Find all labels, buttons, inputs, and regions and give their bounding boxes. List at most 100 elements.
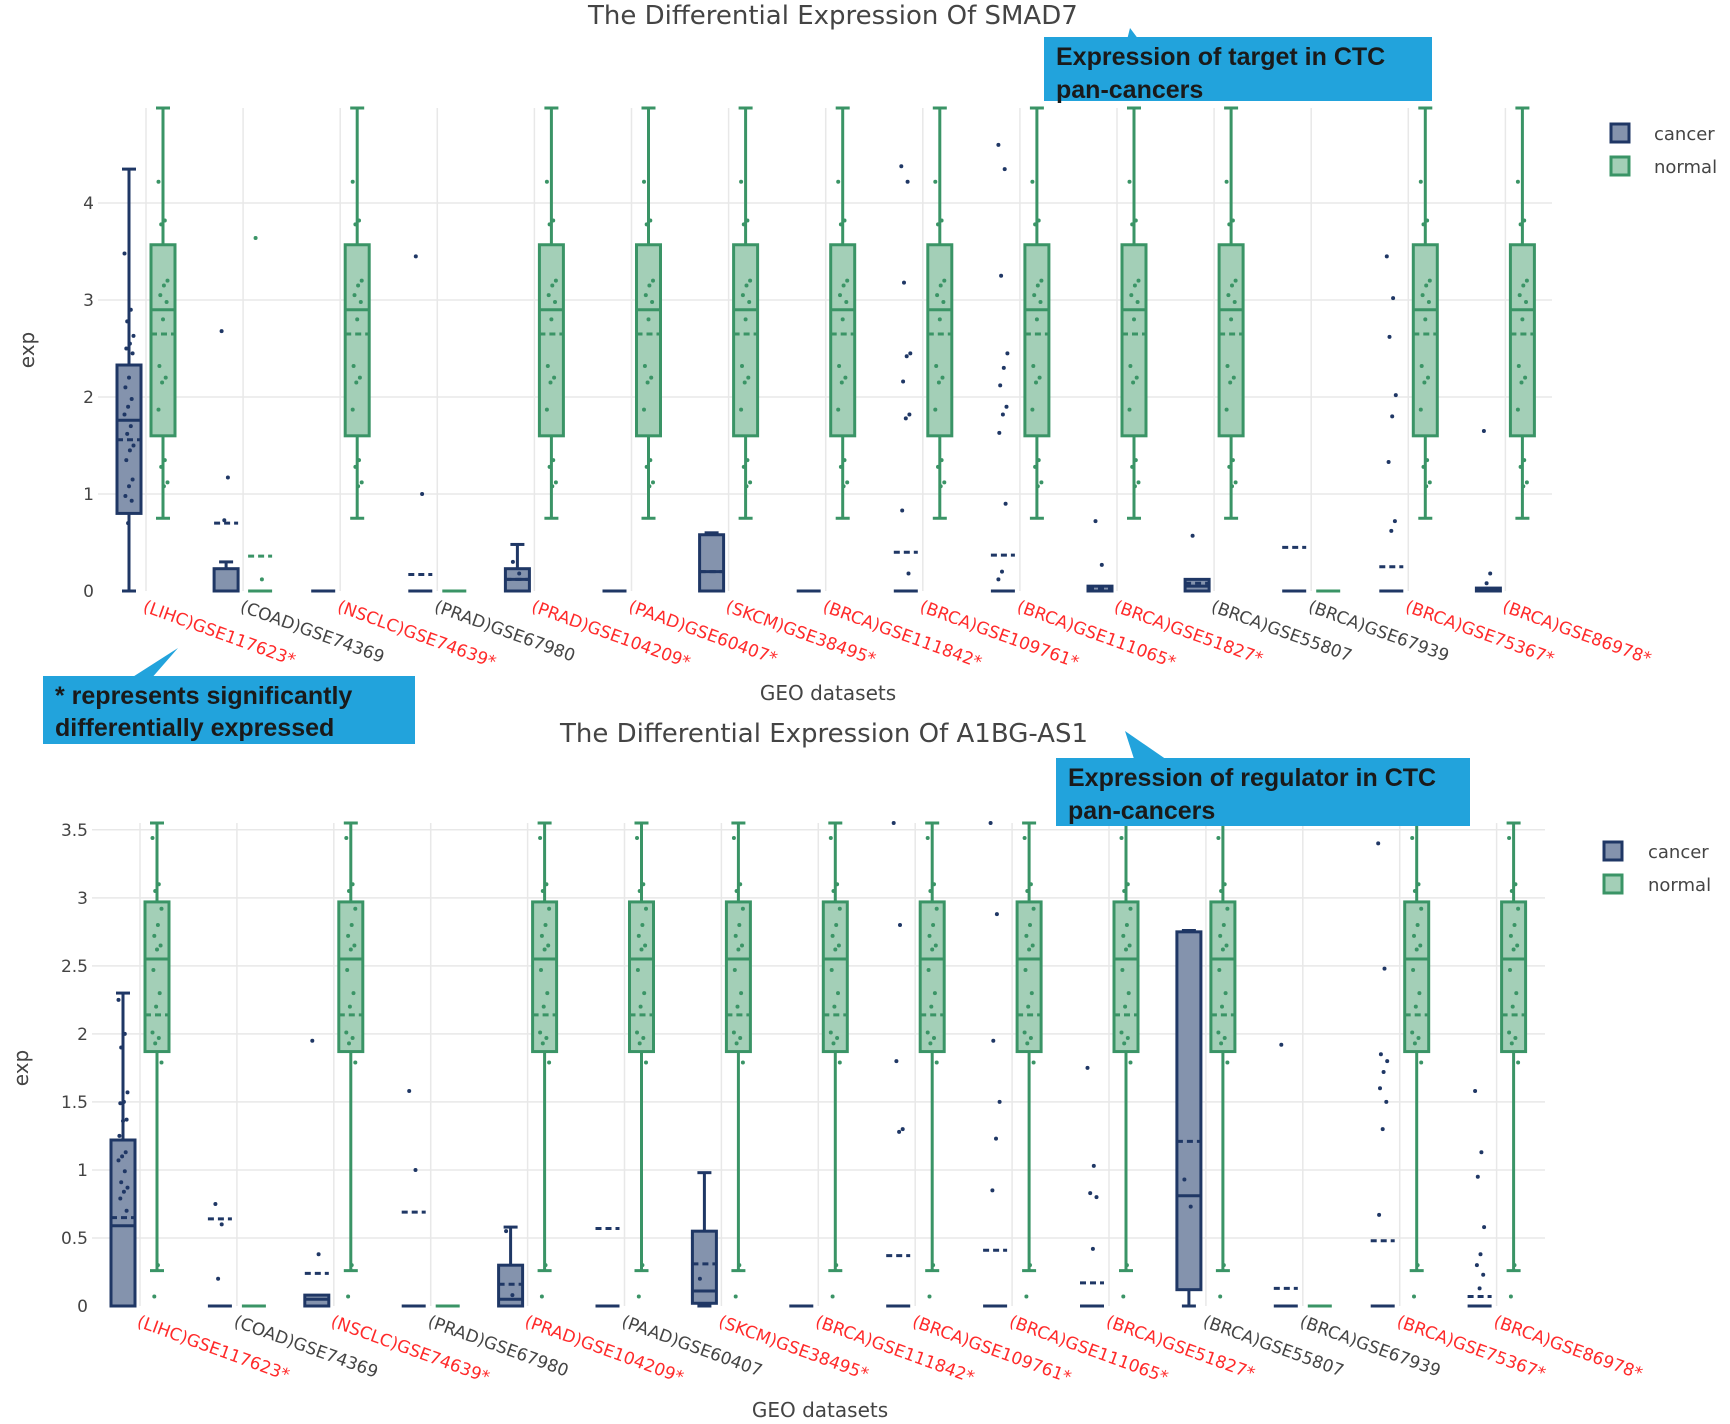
- legend-item-normal[interactable]: normal: [1609, 155, 1717, 178]
- cancer-box-12[interactable]: [1273, 1042, 1298, 1308]
- legend-item-normal[interactable]: normal: [1602, 873, 1711, 896]
- normal-box-5[interactable]: [635, 106, 662, 520]
- data-point: [213, 1201, 218, 1206]
- normal-box-13[interactable]: [1403, 821, 1431, 1299]
- data-point: [927, 1294, 932, 1299]
- data-point: [831, 1041, 836, 1046]
- data-point: [934, 363, 939, 368]
- box-body: [1120, 243, 1148, 438]
- gridlines: [92, 823, 1545, 1306]
- cancer-box-4[interactable]: [497, 1225, 525, 1308]
- normal-box-14[interactable]: [1508, 106, 1536, 520]
- cancer-box-1[interactable]: [212, 329, 240, 593]
- data-point: [357, 218, 361, 223]
- data-point: [635, 967, 640, 972]
- data-point: [838, 464, 843, 469]
- data-point: [739, 179, 744, 184]
- data-point: [1025, 1041, 1030, 1046]
- normal-box-2[interactable]: [337, 821, 365, 1299]
- cancer-box-13[interactable]: [1379, 254, 1404, 593]
- y-axis-title: exp: [9, 1050, 33, 1086]
- cancer-box-10[interactable]: [1086, 519, 1114, 593]
- normal-box-11[interactable]: [1217, 106, 1245, 520]
- normal-box-2[interactable]: [343, 106, 371, 520]
- cancer-box-8[interactable]: [886, 821, 911, 1308]
- data-point: [1509, 889, 1514, 894]
- cancer-box-8[interactable]: [893, 164, 918, 593]
- normal-box-0[interactable]: [149, 106, 177, 520]
- normal-box-0[interactable]: [143, 821, 171, 1299]
- data-point: [1131, 380, 1136, 385]
- data-point: [1028, 923, 1032, 928]
- box-body: [1112, 900, 1140, 1054]
- normal-box-8[interactable]: [926, 106, 954, 520]
- normal-box-9[interactable]: [1015, 821, 1043, 1299]
- data-point: [997, 430, 1002, 435]
- cancer-box-5[interactable]: [595, 1226, 620, 1308]
- cancer-box-0[interactable]: [109, 991, 137, 1308]
- normal-box-14[interactable]: [1500, 821, 1528, 1299]
- legend-item-cancer[interactable]: cancer: [1602, 840, 1709, 863]
- data-point: [1233, 480, 1238, 485]
- cancer-box-13[interactable]: [1370, 841, 1395, 1308]
- data-point: [636, 933, 641, 938]
- data-point: [940, 375, 945, 380]
- data-point: [639, 947, 644, 952]
- data-point: [741, 464, 746, 469]
- normal-box-11[interactable]: [1209, 821, 1237, 1299]
- normal-box-7[interactable]: [829, 106, 857, 520]
- data-point: [1380, 1127, 1385, 1132]
- data-point: [635, 1030, 639, 1035]
- cancer-box-11[interactable]: [1175, 928, 1203, 1308]
- cancer-box-2[interactable]: [303, 1038, 331, 1308]
- cancer-box-6[interactable]: [690, 1171, 718, 1308]
- data-point: [830, 933, 835, 938]
- cancer-box-3[interactable]: [408, 254, 433, 593]
- cancer-box-11[interactable]: [1183, 533, 1211, 593]
- cancer-box-9[interactable]: [990, 142, 1015, 593]
- normal-box-6[interactable]: [724, 821, 752, 1299]
- normal-box-10[interactable]: [1120, 106, 1148, 520]
- normal-box-6[interactable]: [732, 106, 760, 520]
- data-point: [845, 278, 850, 283]
- data-point: [894, 1059, 899, 1064]
- normal-box-9[interactable]: [1023, 106, 1051, 520]
- data-point: [738, 1035, 743, 1040]
- data-point: [1524, 299, 1528, 304]
- normal-box-4[interactable]: [531, 821, 559, 1299]
- data-point: [1481, 428, 1486, 433]
- data-point: [636, 1294, 641, 1299]
- cancer-box-14[interactable]: [1474, 428, 1502, 593]
- data-point: [1518, 464, 1523, 469]
- legend-swatch-normal: [1609, 155, 1631, 177]
- cancer-box-9[interactable]: [983, 821, 1008, 1308]
- cancer-box-4[interactable]: [503, 542, 531, 593]
- data-point: [1508, 967, 1512, 972]
- normal-box-1[interactable]: [248, 235, 273, 593]
- normal-box-7[interactable]: [821, 821, 849, 1299]
- data-point: [1515, 179, 1520, 184]
- cancer-box-1[interactable]: [207, 1201, 232, 1308]
- cancer-box-14[interactable]: [1467, 1089, 1492, 1308]
- box-body: [1015, 900, 1043, 1054]
- cancer-box-10[interactable]: [1080, 1065, 1104, 1308]
- cancer-box-6[interactable]: [698, 531, 726, 593]
- normal-box-4[interactable]: [537, 106, 565, 520]
- normal-box-8[interactable]: [918, 821, 946, 1299]
- data-point: [157, 991, 162, 996]
- data-point: [835, 1035, 840, 1040]
- data-point: [357, 375, 362, 380]
- cancer-box-0[interactable]: [115, 167, 143, 593]
- normal-box-13[interactable]: [1411, 106, 1439, 520]
- legend-label-normal: normal: [1648, 875, 1711, 896]
- data-point: [346, 1294, 351, 1299]
- normal-box-10[interactable]: [1112, 821, 1140, 1299]
- y-tick-label: 2: [83, 388, 94, 408]
- cancer-box-12[interactable]: [1282, 545, 1307, 593]
- legend-item-cancer[interactable]: cancer: [1609, 122, 1715, 145]
- cancer-box-3[interactable]: [401, 1089, 426, 1308]
- data-point: [350, 407, 355, 412]
- box-body: [829, 243, 857, 438]
- data-point: [1033, 464, 1038, 469]
- normal-box-5[interactable]: [628, 821, 655, 1299]
